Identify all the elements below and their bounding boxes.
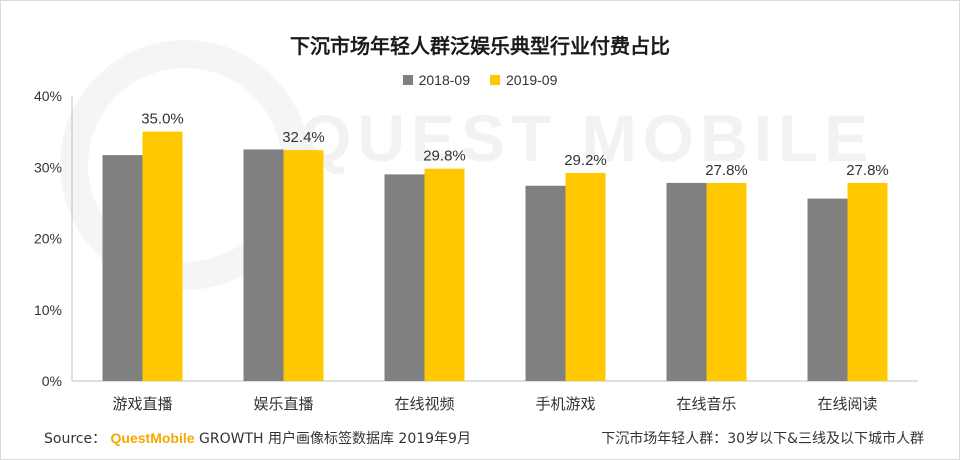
data-label: 32.4% <box>282 129 325 146</box>
bar-series2 <box>847 182 888 381</box>
bar-series2 <box>706 182 747 381</box>
legend-item-series1: 2018-09 <box>402 72 470 88</box>
chart-title: 下沉市场年轻人群泛娱乐典型行业付费占比 <box>290 34 670 58</box>
y-tick-label: 20% <box>34 231 62 247</box>
bar-series2 <box>142 131 183 381</box>
x-category-label: 游戏直播 <box>112 395 172 413</box>
brand-name: QuestMobile <box>110 430 195 446</box>
legend-item-series2: 2019-09 <box>490 72 557 88</box>
bar-series2 <box>424 168 465 381</box>
data-label: 27.8% <box>846 162 889 179</box>
data-label: 27.8% <box>705 162 748 179</box>
legend-label-series2: 2019-09 <box>506 72 558 88</box>
watermark-text: QUEST MOBILE <box>300 101 875 175</box>
bar-series1 <box>102 155 143 381</box>
y-tick-label: 30% <box>34 159 62 175</box>
y-tick-label: 10% <box>34 302 62 318</box>
bar-series1 <box>243 149 284 381</box>
source-text: GROWTH 用户画像标签数据库 2019年9月 <box>199 431 471 447</box>
legend-label-series1: 2018-09 <box>418 72 470 88</box>
data-label: 35.0% <box>141 111 184 128</box>
bar-series2 <box>565 172 606 381</box>
x-category-label: 在线阅读 <box>817 395 877 413</box>
y-tick-label: 40% <box>34 88 62 104</box>
bar-series1 <box>807 198 848 381</box>
data-label: 29.8% <box>423 148 466 165</box>
bar-series2 <box>283 150 324 381</box>
bar-series1 <box>384 174 425 381</box>
x-category-label: 在线音乐 <box>676 395 736 413</box>
x-category-label: 在线视频 <box>394 395 454 413</box>
footer-note: 下沉市场年轻人群：30岁以下&三线及以下城市人群 <box>601 431 924 447</box>
legend-swatch-series1 <box>402 75 413 85</box>
data-label: 29.2% <box>564 152 607 169</box>
bar-series1 <box>525 185 566 381</box>
x-category-label: 娱乐直播 <box>253 395 313 413</box>
x-category-label: 手机游戏 <box>535 395 595 413</box>
chart-legend: 2018-09 2019-09 <box>0 72 960 88</box>
footer-source: Source： QuestMobile GROWTH 用户画像标签数据库 201… <box>44 428 471 448</box>
source-label: Source： <box>44 431 107 447</box>
legend-swatch-series2 <box>490 75 500 85</box>
y-tick-label: 0% <box>42 373 62 389</box>
bar-series1 <box>666 182 707 381</box>
